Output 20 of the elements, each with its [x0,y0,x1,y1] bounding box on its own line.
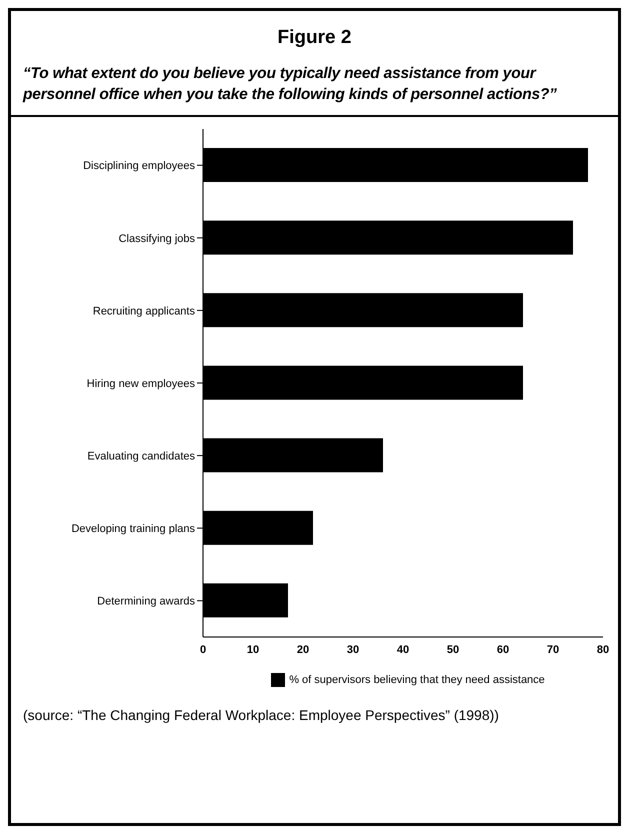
y-tick-label: Evaluating candidates [87,450,196,462]
y-tick-label: Recruiting applicants [92,305,196,318]
x-tick-label: 0 [200,644,206,656]
chart-subtitle: “To what extent do you believe you typically need assistance from your personnel office when you take the following kinds of personnel actions?” [23,64,558,105]
x-tick-label: 50 [446,644,460,656]
x-tick-label: 10 [246,644,260,656]
legend-label: % of supervisors believing that they need assistance [289,674,545,686]
text: (source: “The Changing Federal Workplace: Employee Perspectives” (1998)) [23,706,500,724]
chart-title: Figure 2 [276,27,352,49]
x-tick-label: 60 [496,644,510,656]
y-tick-label: Determining awards [97,596,196,608]
x-tick-label: 70 [546,644,560,656]
x-tick-label: 40 [396,644,410,656]
x-tick-label: 20 [296,644,310,656]
x-tick-label: 80 [596,644,610,656]
y-tick-label: Disciplining employees [83,160,196,172]
x-tick-label: 30 [346,644,360,656]
y-tick-label: Hiring new employees [86,378,196,390]
y-tick-label: Developing training plans [71,523,196,536]
y-tick-label: Classifying jobs [118,232,196,245]
